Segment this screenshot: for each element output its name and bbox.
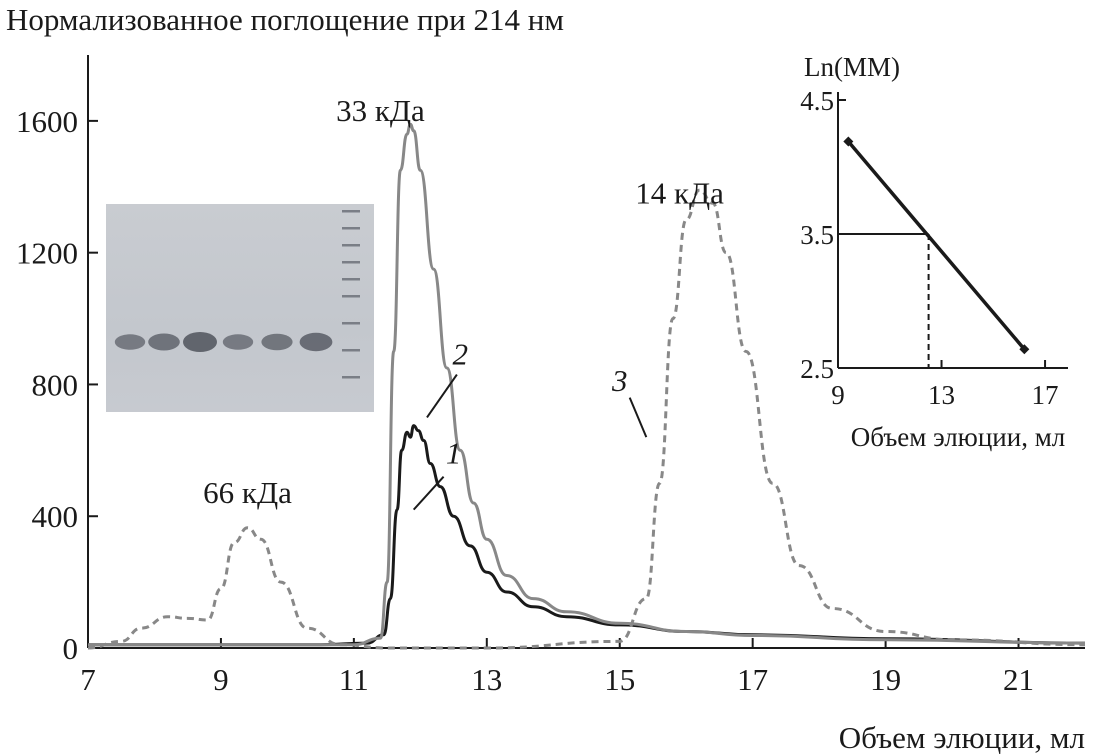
x-tick-label: 9 (213, 662, 229, 697)
inset-x-axis-title: Объем элюции, мл (851, 422, 1066, 452)
inset-y-axis-title: Ln(MM) (804, 52, 900, 82)
label-33kda: 33 кДа (336, 93, 425, 128)
inset-point (1019, 344, 1030, 355)
gel-band (183, 332, 217, 352)
series-2-line (87, 122, 1086, 647)
x-tick-label: 21 (1003, 662, 1034, 697)
leader-1 (412, 476, 445, 511)
inset-x-tick-label: 9 (831, 380, 845, 410)
y-tick-label: 800 (32, 367, 79, 402)
x-tick-label: 19 (870, 662, 901, 697)
gel-bands (114, 210, 360, 379)
gel-band (299, 332, 333, 352)
y-axis-title: Нормализованное поглощение при 214 нм (6, 2, 564, 37)
inset-fit-line (847, 140, 1026, 351)
x-tick-label: 13 (471, 662, 502, 697)
inset-y-tick-label: 2.5 (800, 354, 834, 384)
x-tick-label: 15 (604, 662, 635, 697)
y-tick-label: 1200 (16, 236, 78, 271)
gel-ladder-mark (342, 322, 360, 325)
inset-x-tick-label: 17 (1032, 380, 1059, 410)
gel-ladder-mark (342, 227, 360, 230)
label-66kda: 66 кДа (203, 475, 292, 510)
gel-ladder-mark (342, 278, 360, 281)
gel-band (222, 334, 254, 350)
x-tick-label: 17 (737, 662, 768, 697)
gel-ladder-mark (342, 210, 360, 213)
gel-ladder-mark (342, 349, 360, 352)
y-tick-label: 1600 (16, 104, 78, 139)
inset-y-tick-label: 4.5 (800, 86, 834, 116)
x-axis-title: Объем элюции, мл (838, 720, 1085, 755)
curve-label-3: 3 (611, 363, 628, 398)
gel-ladder-mark (342, 376, 360, 379)
x-tick-label: 11 (339, 662, 369, 697)
series-1-line (87, 424, 1086, 647)
series-3-line (87, 188, 1086, 650)
leader-2 (426, 373, 458, 418)
y-tick-label: 400 (32, 499, 79, 534)
label-14kda: 14 кДа (635, 175, 724, 210)
curve-label-2: 2 (452, 337, 468, 372)
y-tick-label: 0 (63, 631, 79, 666)
gel-band (148, 333, 180, 351)
gel-band (261, 333, 293, 351)
gel-ladder-mark (342, 295, 360, 298)
leader-3 (628, 397, 648, 438)
inset-point (843, 136, 854, 147)
gel-band (114, 334, 146, 350)
gel-ladder-mark (342, 244, 360, 247)
gel-ladder-mark (342, 261, 360, 264)
gel-image (106, 204, 374, 412)
x-tick-label: 7 (80, 662, 96, 697)
inset-y-tick-label: 3.5 (800, 220, 834, 250)
curve-label-1: 1 (446, 436, 462, 471)
inset-x-tick-label: 13 (928, 380, 955, 410)
